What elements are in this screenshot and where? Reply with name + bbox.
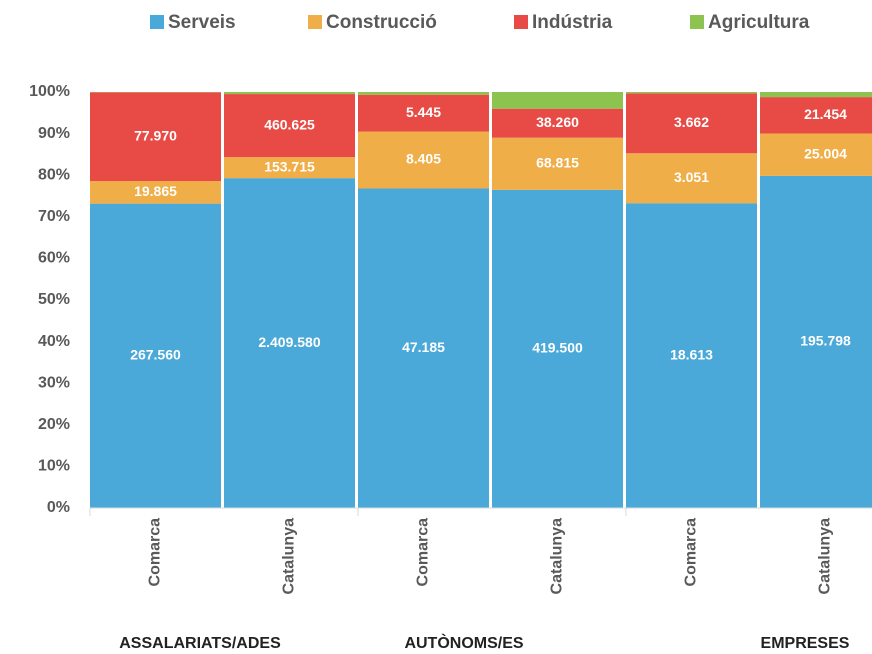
- bar-segment: [90, 203, 221, 508]
- data-label: 3.662: [674, 114, 709, 130]
- legend-swatch: [150, 15, 164, 29]
- bar-segment: [224, 92, 355, 95]
- legend-swatch: [514, 15, 528, 29]
- group-label: ASSALARIATS/ADES: [119, 635, 281, 652]
- bar-segment: [358, 94, 489, 132]
- data-label: 38.260: [536, 114, 579, 130]
- data-label: 2.409.580: [258, 334, 320, 350]
- y-tick-label: 10%: [38, 458, 70, 475]
- data-label: 267.560: [130, 347, 181, 363]
- y-tick-label: 20%: [38, 416, 70, 433]
- y-tick-label: 100%: [29, 83, 70, 100]
- data-label: 18.613: [670, 346, 713, 362]
- bar-segment: [492, 108, 623, 138]
- y-tick-label: 30%: [38, 374, 70, 391]
- data-label: 21.454: [804, 106, 847, 122]
- bar-segment: [492, 189, 623, 509]
- legend-label: Indústria: [532, 12, 613, 33]
- x-tick-label: Catalunya: [549, 518, 566, 595]
- bar-segment: [358, 92, 489, 95]
- legend-label: Serveis: [168, 12, 236, 33]
- group-label: EMPRESES: [761, 635, 850, 652]
- y-tick-label: 0%: [47, 499, 70, 516]
- bar-segment: [760, 133, 872, 176]
- x-tick-label: Comarca: [683, 518, 700, 587]
- bar-segment: [626, 153, 757, 204]
- data-label: 19.865: [134, 183, 177, 199]
- legend-label: Construcció: [326, 12, 437, 33]
- bar-segment: [626, 92, 757, 94]
- legend-swatch: [308, 15, 322, 29]
- data-label: 195.798: [800, 333, 851, 349]
- y-tick-label: 60%: [38, 250, 70, 267]
- bar-segment: [224, 94, 355, 158]
- data-label: 25.004: [804, 145, 847, 161]
- y-tick-label: 50%: [38, 291, 70, 308]
- data-label: 460.625: [264, 116, 315, 132]
- bar-segment: [90, 92, 221, 182]
- y-tick-label: 70%: [38, 208, 70, 225]
- legend-label: Agricultura: [708, 12, 810, 33]
- data-label: 3.051: [674, 169, 709, 185]
- data-label: 77.970: [134, 127, 177, 143]
- bar-segment: [90, 181, 221, 204]
- x-tick-label: Comarca: [415, 518, 432, 587]
- y-tick-label: 80%: [38, 166, 70, 183]
- data-label: 68.815: [536, 154, 579, 170]
- bar-segment: [760, 92, 872, 98]
- bar-segment: [492, 92, 623, 109]
- bar-segment: [224, 157, 355, 179]
- data-label: 5.445: [406, 104, 441, 120]
- bar-segment: [626, 93, 757, 154]
- group-label: AUTÒNOMS/ES: [404, 633, 523, 652]
- bar-segment: [626, 203, 757, 508]
- legend-swatch: [690, 15, 704, 29]
- bar-segment: [760, 97, 872, 134]
- data-label: 419.500: [532, 340, 583, 356]
- bar-segment: [760, 175, 872, 508]
- data-label: 8.405: [406, 151, 441, 167]
- data-label: 153.715: [264, 158, 315, 174]
- bar-segment: [492, 137, 623, 190]
- x-tick-label: Catalunya: [817, 518, 834, 595]
- x-tick-label: Catalunya: [281, 518, 298, 595]
- x-tick-label: Comarca: [147, 518, 164, 587]
- bar-segment: [358, 188, 489, 508]
- bar-segment: [358, 131, 489, 189]
- y-tick-label: 40%: [38, 333, 70, 350]
- data-label: 47.185: [402, 339, 445, 355]
- bar-segment: [224, 178, 355, 508]
- y-tick-label: 90%: [38, 125, 70, 142]
